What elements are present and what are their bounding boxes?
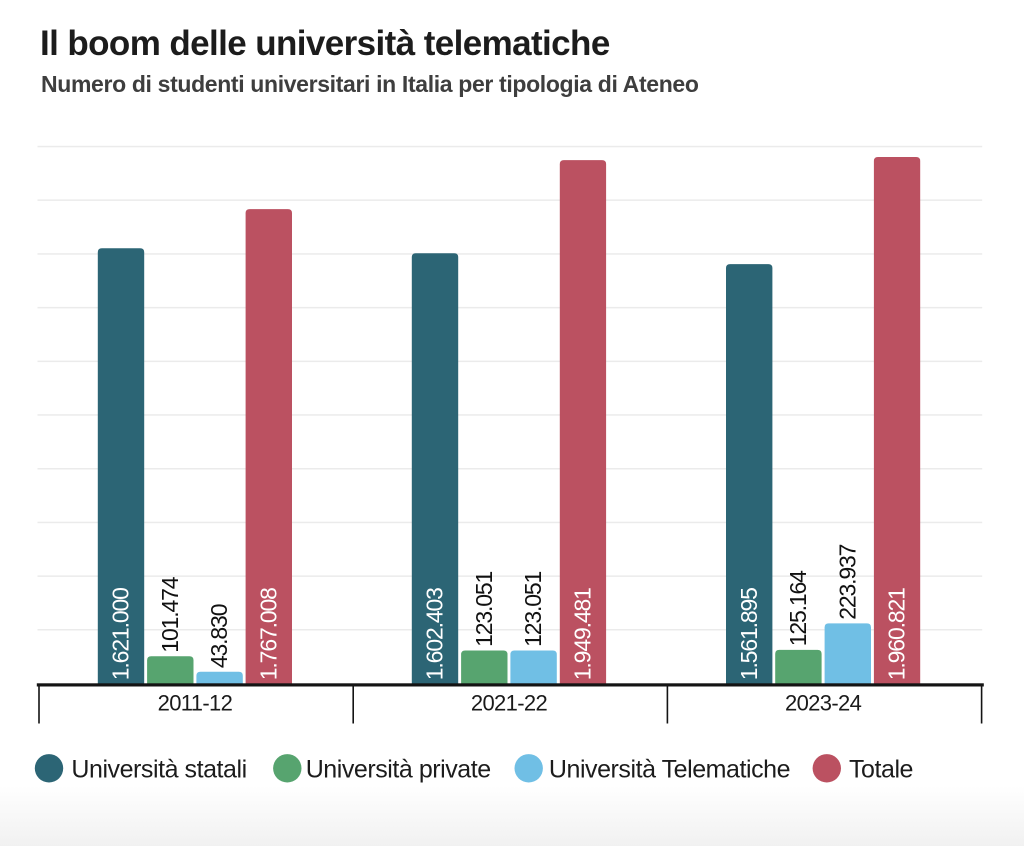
- svg-text:Università statali: Università statali: [71, 756, 246, 784]
- svg-text:123.051: 123.051: [520, 571, 546, 646]
- svg-text:Università private: Università private: [306, 756, 491, 784]
- svg-text:2023-24: 2023-24: [785, 691, 862, 716]
- svg-text:123.051: 123.051: [471, 571, 497, 646]
- svg-text:43.830: 43.830: [206, 604, 232, 668]
- svg-text:2011-12: 2011-12: [158, 691, 233, 716]
- svg-text:Numero di studenti universitar: Numero di studenti universitari in Itali…: [41, 71, 699, 97]
- svg-text:Università Telematiche: Università Telematiche: [549, 756, 790, 784]
- svg-text:1.561.895: 1.561.895: [736, 588, 762, 680]
- svg-text:1.621.000: 1.621.000: [108, 588, 134, 680]
- svg-text:1.949.481: 1.949.481: [570, 588, 596, 680]
- svg-text:1.602.403: 1.602.403: [422, 588, 448, 680]
- svg-text:1.767.008: 1.767.008: [255, 588, 281, 680]
- svg-text:125.164: 125.164: [785, 570, 811, 646]
- svg-text:1.960.821: 1.960.821: [884, 588, 910, 680]
- svg-text:223.937: 223.937: [834, 544, 860, 619]
- svg-text:Totale: Totale: [849, 756, 913, 784]
- svg-text:Il boom delle università telem: Il boom delle università telematiche: [40, 24, 610, 63]
- svg-text:101.474: 101.474: [157, 576, 183, 652]
- svg-text:2021-22: 2021-22: [471, 691, 548, 716]
